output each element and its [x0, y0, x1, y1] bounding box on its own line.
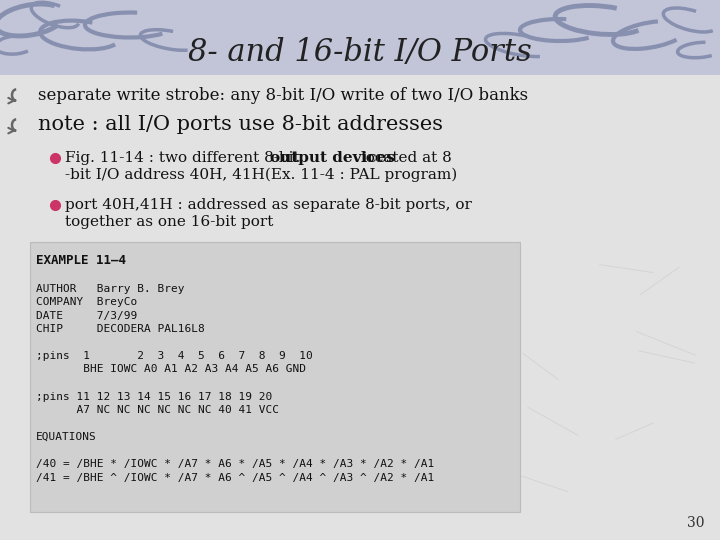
Text: note : all I/O ports use 8-bit addresses: note : all I/O ports use 8-bit addresses — [38, 116, 443, 134]
Text: -bit I/O address 40H, 41H(Ex. 11-4 : PAL program): -bit I/O address 40H, 41H(Ex. 11-4 : PAL… — [65, 168, 457, 182]
Text: DATE     7/3/99: DATE 7/3/99 — [36, 310, 138, 321]
Text: /40 = /BHE * /IOWC * /A7 * A6 * /A5 * /A4 * /A3 * /A2 * /A1: /40 = /BHE * /IOWC * /A7 * A6 * /A5 * /A… — [36, 459, 434, 469]
Text: CHIP     DECODERA PAL16L8: CHIP DECODERA PAL16L8 — [36, 324, 204, 334]
Text: ;pins  1       2  3  4  5  6  7  8  9  10: ;pins 1 2 3 4 5 6 7 8 9 10 — [36, 351, 312, 361]
Text: separate write strobe: any 8-bit I/O write of two I/O banks: separate write strobe: any 8-bit I/O wri… — [38, 86, 528, 104]
Text: A7 NC NC NC NC NC NC 40 41 VCC: A7 NC NC NC NC NC NC 40 41 VCC — [36, 405, 279, 415]
Text: EQUATIONS: EQUATIONS — [36, 432, 96, 442]
Text: EXAMPLE 11–4: EXAMPLE 11–4 — [36, 254, 126, 267]
Text: BHE IOWC A0 A1 A2 A3 A4 A5 A6 GND: BHE IOWC A0 A1 A2 A3 A4 A5 A6 GND — [36, 364, 306, 375]
Text: located at 8: located at 8 — [356, 151, 452, 165]
Text: output devices: output devices — [269, 151, 395, 165]
Text: AUTHOR   Barry B. Brey: AUTHOR Barry B. Brey — [36, 284, 184, 294]
Text: COMPANY  BreyCo: COMPANY BreyCo — [36, 297, 138, 307]
Text: ;pins 11 12 13 14 15 16 17 18 19 20: ;pins 11 12 13 14 15 16 17 18 19 20 — [36, 392, 272, 402]
Text: /41 = /BHE ^ /IOWC * /A7 * A6 ^ /A5 ^ /A4 ^ /A3 ^ /A2 * /A1: /41 = /BHE ^ /IOWC * /A7 * A6 ^ /A5 ^ /A… — [36, 472, 434, 483]
Text: 30: 30 — [688, 516, 705, 530]
Bar — [30, 242, 520, 512]
Text: together as one 16-bit port: together as one 16-bit port — [65, 215, 274, 229]
Text: Fig. 11-14 : two different 8-bit: Fig. 11-14 : two different 8-bit — [65, 151, 305, 165]
Bar — [0, 0, 720, 75]
Text: port 40H,41H : addressed as separate 8-bit ports, or: port 40H,41H : addressed as separate 8-b… — [65, 198, 472, 212]
Text: 8- and 16-bit I/O Ports: 8- and 16-bit I/O Ports — [188, 37, 532, 68]
